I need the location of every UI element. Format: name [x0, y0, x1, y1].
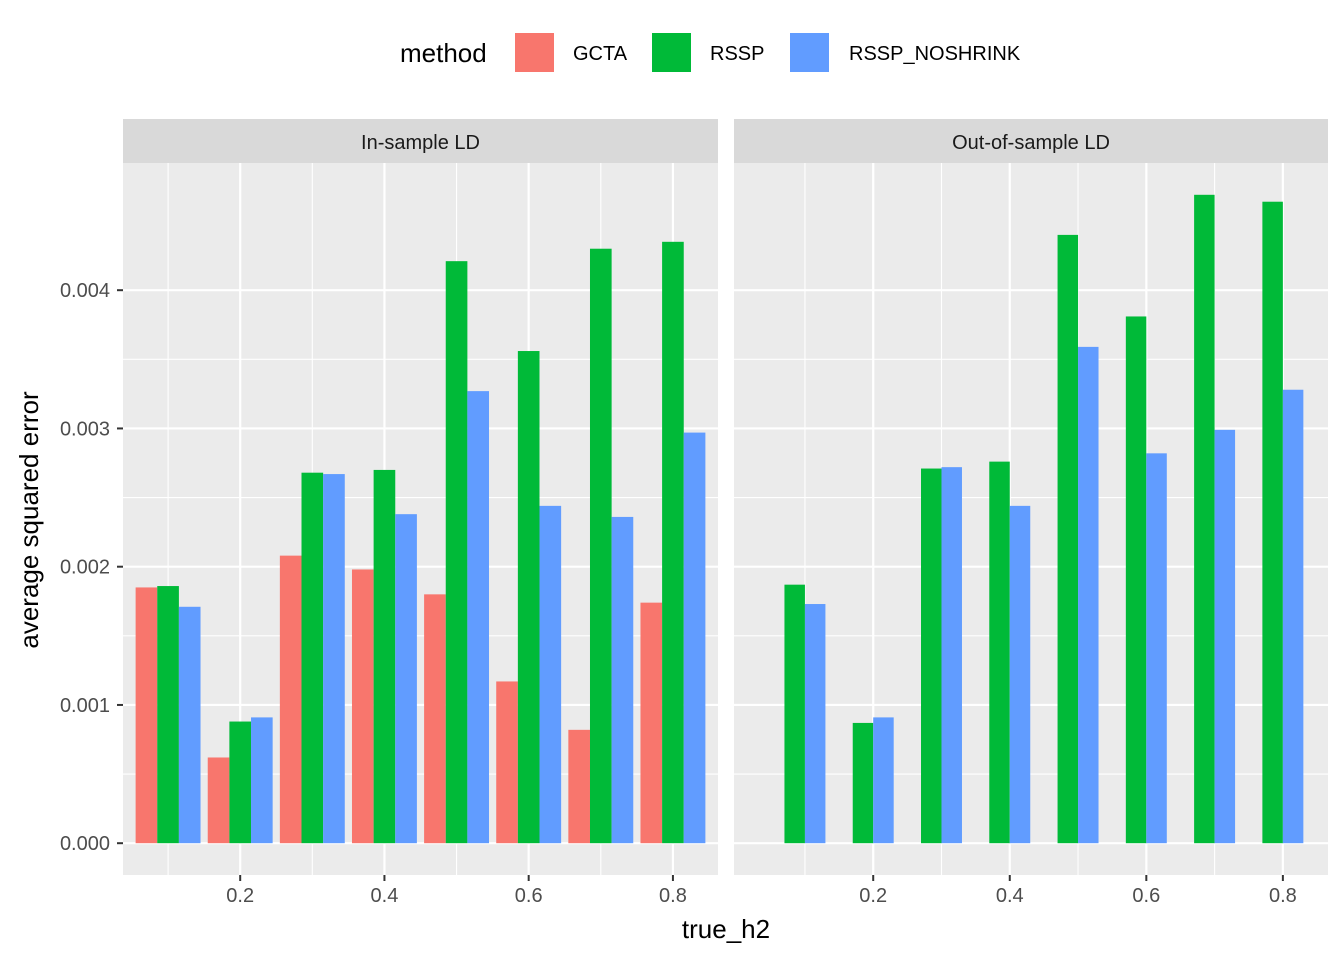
bar-rssp [301, 472, 324, 844]
panel-strip-out-of-sample [734, 119, 1328, 163]
bar-rssp-noshrink [683, 432, 706, 844]
y-tick-label: 0.003 [60, 418, 110, 440]
x-axis-title: true_h2 [682, 914, 770, 944]
bar-rssp-noshrink [804, 604, 826, 844]
bar-rssp-noshrink [539, 505, 562, 844]
x-tick-label: 0.2 [226, 885, 254, 907]
bar-rssp-noshrink [1009, 505, 1031, 844]
bar-rssp [445, 261, 468, 844]
bar-rssp [157, 586, 179, 844]
bar-rssp-noshrink [1282, 389, 1304, 844]
x-axis-in-sample: 0.2 0.4 0.6 0.8 [226, 885, 687, 907]
legend: method GCTA RSSP RSSP_NOSHRINK [400, 31, 1021, 74]
y-tick-label: 0.004 [60, 280, 110, 302]
bar-gcta [496, 681, 518, 844]
bar-gcta [424, 594, 446, 844]
bar-rssp-noshrink [251, 717, 273, 844]
bar-rssp-noshrink [1214, 429, 1236, 844]
bar-rssp [1057, 234, 1079, 844]
y-tick-label: 0.002 [60, 557, 110, 579]
bar-rssp-noshrink [467, 391, 490, 844]
panel-title-out-of-sample: Out-of-sample LD [952, 132, 1110, 154]
legend-label-rssp-noshrink: RSSP_NOSHRINK [849, 43, 1021, 65]
bar-gcta [568, 729, 590, 844]
y-axis: 0.000 0.001 0.002 0.003 0.004 [60, 280, 110, 855]
x-tick-label: 0.8 [1269, 885, 1297, 907]
bar-rssp [921, 468, 942, 844]
bar-rssp-noshrink [611, 516, 634, 844]
bar-rssp [589, 248, 612, 844]
y-tick-label: 0.000 [60, 833, 110, 855]
bar-rssp-noshrink [323, 474, 345, 844]
panel-title-in-sample: In-sample LD [361, 132, 480, 154]
legend-label-gcta: GCTA [573, 43, 628, 65]
bar-rssp [517, 351, 540, 844]
bar-rssp-noshrink [395, 514, 417, 844]
legend-swatch-gcta [515, 33, 554, 72]
legend-swatch-rssp-noshrink [790, 33, 829, 72]
x-axis-out-of-sample: 0.2 0.4 0.6 0.8 [859, 885, 1296, 907]
bar-rssp [1125, 316, 1147, 844]
y-tick-label: 0.001 [60, 695, 110, 717]
bar-gcta [207, 757, 230, 844]
bar-rssp-noshrink [873, 717, 894, 844]
bar-gcta [135, 587, 158, 844]
y-axis-title: average squared error [14, 391, 44, 649]
x-tick-label: 0.4 [371, 885, 399, 907]
bar-gcta [351, 569, 374, 844]
panel-in-sample-ld [117, 163, 718, 881]
bar-rssp [373, 469, 396, 844]
x-tick-label: 0.4 [996, 885, 1024, 907]
bar-rssp-noshrink [1146, 453, 1167, 844]
legend-swatch-rssp [652, 33, 691, 72]
bar-rssp [852, 722, 874, 844]
legend-label-rssp: RSSP [710, 43, 764, 65]
bar-gcta [640, 602, 663, 844]
panel-out-of-sample-ld [734, 163, 1328, 881]
x-tick-label: 0.2 [859, 885, 887, 907]
panel-strip-in-sample [123, 119, 718, 163]
bar-rssp [662, 241, 684, 844]
bar-rssp [989, 461, 1010, 844]
bar-rssp-noshrink [178, 606, 201, 844]
legend-title: method [400, 38, 487, 68]
bar-gcta [279, 555, 302, 844]
x-tick-label: 0.6 [515, 885, 543, 907]
bar-rssp [1262, 201, 1283, 844]
x-tick-label: 0.6 [1132, 885, 1160, 907]
bar-rssp [784, 584, 805, 844]
bar-rssp [1194, 194, 1215, 844]
bar-rssp-noshrink [941, 467, 962, 844]
bar-rssp [229, 721, 252, 844]
bar-rssp-noshrink [1078, 346, 1099, 844]
x-tick-label: 0.8 [659, 885, 687, 907]
